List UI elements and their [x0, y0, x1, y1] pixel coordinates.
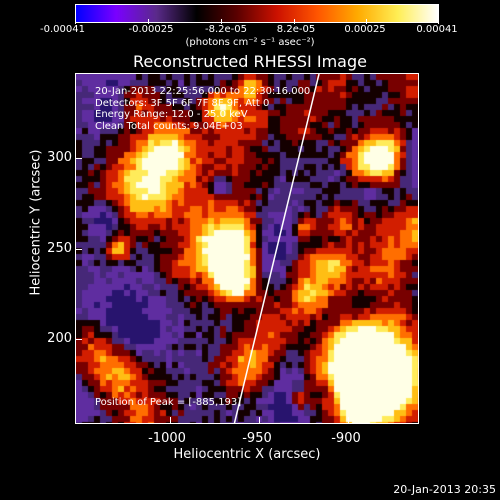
- energy-range-text: Energy Range: 12.0 - 25.0 keV: [95, 109, 248, 120]
- colorbar-tick-label: -0.00041: [40, 24, 85, 35]
- solar-limb-overlay: [233, 74, 320, 423]
- colorbar-tick-label: -8.2e-05: [205, 24, 247, 35]
- colorbar-tick-label: -0.00025: [128, 24, 174, 35]
- image-plot-area[interactable]: [75, 73, 419, 424]
- method-counts-text: Clean Total counts: 9.04E+03: [95, 120, 243, 132]
- y-axis-label: Heliocentric Y (arcsec): [28, 149, 44, 296]
- colorbar: [75, 4, 439, 23]
- x-tick-label: -1000: [148, 431, 186, 446]
- x-axis-label: Heliocentric X (arcsec): [173, 447, 321, 462]
- solar-limb-line: [233, 74, 320, 423]
- plot-title: Reconstructed RHESSI Image: [133, 52, 367, 71]
- x-tick-label: -900: [331, 431, 361, 446]
- colorbar-tick-label: 0.00041: [416, 24, 458, 35]
- peak-position-text: Position of Peak = [-885,193]: [95, 397, 242, 408]
- y-tick-label: 300: [47, 150, 72, 165]
- time-range-text: 20-Jan-2013 22:25:56.000 to 22:30:16.000: [95, 86, 311, 97]
- detectors-text: Detectors: 3F 5F 6F 7F 8F 9F, Att 0: [95, 97, 270, 109]
- y-tick-label: 200: [47, 331, 72, 346]
- y-tick-label: 250: [47, 241, 72, 256]
- colorbar-tick-label: 8.2e-05: [276, 24, 316, 35]
- colorbar-tick-label: 0.00025: [344, 24, 386, 35]
- rhessi-heatmap-image: [76, 74, 418, 423]
- colorbar-units: (photons cm⁻² s⁻¹ asec⁻²): [185, 37, 315, 48]
- observation-info: 20-Jan-2013 22:25:56.000 to 22:30:16.000…: [95, 86, 310, 132]
- x-tick-label: -950: [242, 431, 272, 446]
- footer-date: 20-Jan-2013 20:35: [393, 483, 496, 496]
